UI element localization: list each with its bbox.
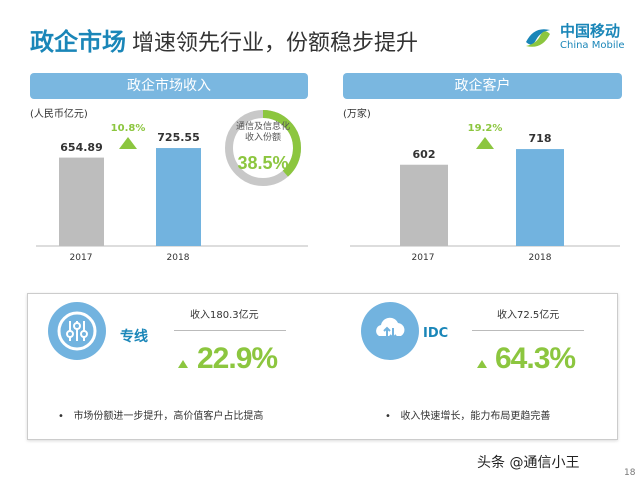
title-bold: 政企市场 <box>30 28 126 56</box>
card1-up-triangle-icon <box>178 360 188 368</box>
card2-icon-circle <box>361 302 419 360</box>
china-mobile-logo-icon <box>526 29 550 47</box>
logo-cn: 中国移动 <box>560 22 621 40</box>
chart2-xtick-2018: 2018 <box>528 253 552 263</box>
chart2-bar-2018 <box>516 149 564 246</box>
card1-title: 专线 <box>120 329 148 345</box>
chart1-bar-2018 <box>156 148 201 246</box>
card2-revenue: 收入72.5亿元 <box>497 310 560 321</box>
watermark: 头条 @通信小王 <box>477 455 580 471</box>
chart2-value-label-2017: 602 <box>412 147 436 161</box>
china-mobile-logo: 中国移动 China Mobile <box>520 20 635 56</box>
logo-en: China Mobile <box>560 40 625 51</box>
chart2-bar-2017 <box>400 164 448 246</box>
card2-up-triangle-icon <box>477 360 487 368</box>
donut-share-arc <box>225 110 301 186</box>
card1-bullet-text: 市场份额进一步提升，高价值客户占比提高 <box>73 411 264 422</box>
card1-growth: 22.9% <box>197 342 278 375</box>
business-cards-panel <box>27 293 618 440</box>
card2-bullet: • 收入快速增长，能力布局更趋完善 <box>385 411 551 422</box>
card1-divider <box>174 330 286 331</box>
title-subtitle: 增速领先行业，份额稳步提升 <box>132 31 419 56</box>
donut-value: 38.5% <box>237 153 289 173</box>
chart2-up-triangle-icon <box>476 137 494 149</box>
card1-icon-circle <box>48 302 106 360</box>
donut-label: 通信及信息化收入份额 <box>236 122 291 143</box>
page-number: 18 <box>624 468 636 478</box>
chart2-header: 政企客户 <box>343 73 622 99</box>
chart1-xtick-2017: 2017 <box>69 253 93 263</box>
chart2-value-label-2018: 718 <box>528 132 552 146</box>
chart1-up-triangle-icon <box>119 137 137 149</box>
card2-title: IDC <box>423 326 449 341</box>
card2-growth: 64.3% <box>495 342 576 375</box>
card1-bullet: • 市场份额进一步提升，高价值客户占比提高 <box>58 411 264 422</box>
chart1-header: 政企市场收入 <box>30 73 308 99</box>
chart2-unit: (万家) <box>343 109 371 120</box>
cloud-transfer-icon <box>376 317 405 340</box>
sliders-icon <box>57 311 97 351</box>
chart1-xtick-2018: 2018 <box>166 253 190 263</box>
chart2-xtick-2017: 2017 <box>411 253 435 263</box>
card1-revenue: 收入180.3亿元 <box>190 310 259 321</box>
chart2-growth: 19.2% <box>467 123 503 134</box>
chart1-value-label-2018: 725.55 <box>157 131 200 145</box>
charts-svg <box>36 110 620 247</box>
chart1-bar-2017 <box>59 157 104 246</box>
card2-divider <box>472 330 584 331</box>
chart1-unit: (人民币亿元) <box>30 109 88 120</box>
chart1-growth: 10.8% <box>110 123 146 134</box>
card2-bullet-text: 收入快速增长，能力布局更趋完善 <box>400 411 551 422</box>
page-title: 政企市场 增速领先行业，份额稳步提升 <box>30 22 418 57</box>
chart1-value-label-2017: 654.89 <box>60 140 103 154</box>
